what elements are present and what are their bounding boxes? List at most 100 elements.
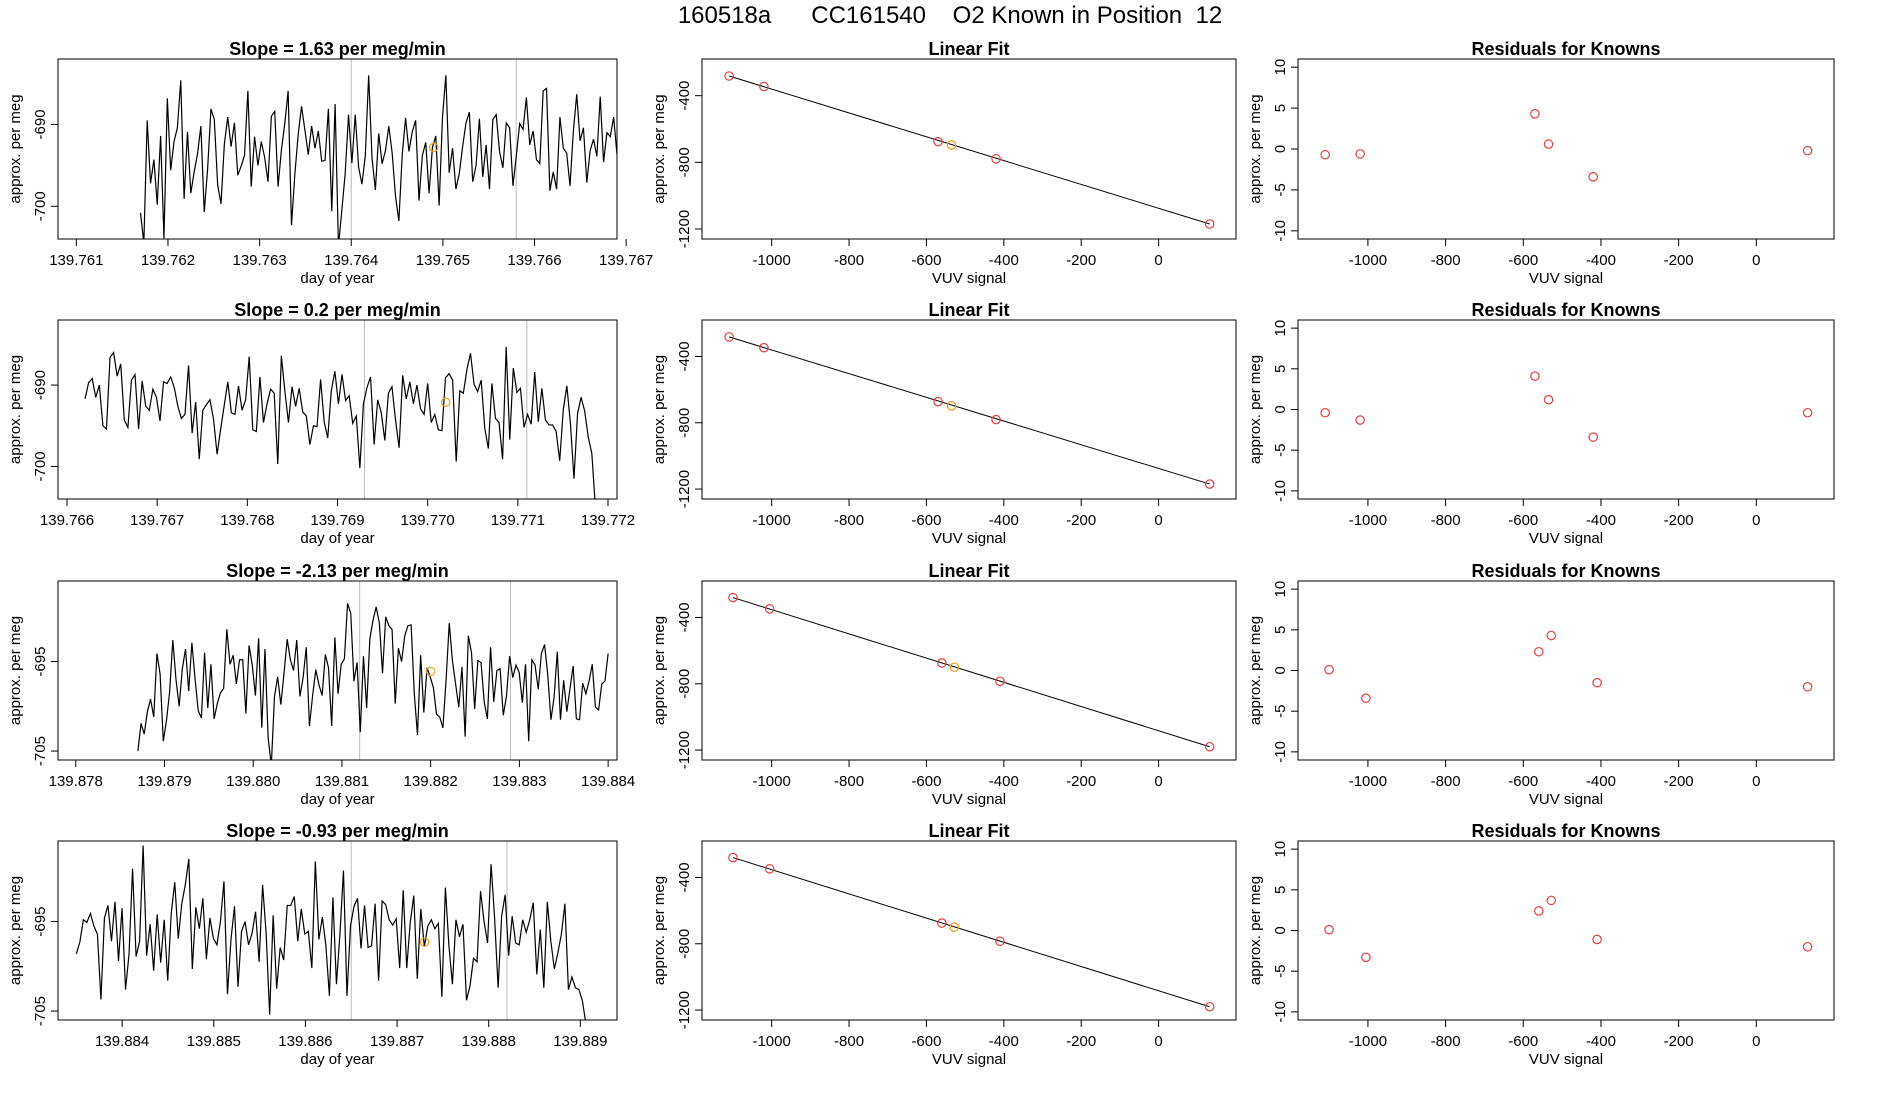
plot-frame: [57, 58, 618, 240]
plot-area: [1320, 109, 1813, 182]
plot-area: [724, 332, 1215, 489]
x-tick-label: 0: [1154, 252, 1162, 269]
fit-line: [732, 597, 1210, 748]
x-tick-label: -400: [989, 773, 1019, 790]
plot-frame: [701, 58, 1237, 240]
y-axis-label: approx. per meg: [7, 355, 24, 464]
series-line: [139, 75, 617, 239]
x-tick-label: 139.883: [492, 773, 546, 790]
residual-point: [1802, 681, 1813, 692]
x-tick-label: 139.886: [278, 1033, 332, 1050]
x-tick-label: -600: [1508, 252, 1538, 269]
x-tick-label: 139.887: [370, 1033, 424, 1050]
x-tick-label: 139.765: [416, 252, 470, 269]
x-tick-label: -800: [1431, 773, 1461, 790]
x-tick-label: 139.770: [401, 512, 455, 529]
x-tick-label: 0: [1752, 512, 1760, 529]
plot-area: [724, 71, 1215, 229]
series-line: [75, 845, 586, 1020]
panel-title: Linear Fit: [928, 561, 1009, 581]
y-tick-label: -400: [676, 602, 693, 632]
x-tick-label: 139.878: [49, 773, 103, 790]
unknown-point: [949, 662, 960, 673]
y-axis-label: approx. per meg: [651, 876, 668, 985]
residual-point: [1546, 895, 1557, 906]
panel-timeseries-row-1: Slope = 1.63 per meg/min 139.761 139.762 13…: [7, 39, 653, 287]
x-axis-label: VUV signal: [932, 1051, 1006, 1068]
y-tick-label: -1200: [676, 731, 693, 769]
fit-line: [728, 75, 1210, 225]
y-tick-label: -10: [1272, 220, 1289, 242]
x-tick-label: 139.884: [95, 1033, 149, 1050]
x-tick-label: -200: [1664, 512, 1694, 529]
x-tick-label: -200: [1066, 1033, 1096, 1050]
x-tick-label: -400: [1586, 773, 1616, 790]
residual-point: [1361, 693, 1371, 703]
x-tick-label: 139.879: [137, 773, 191, 790]
residual-point: [1320, 149, 1330, 160]
y-tick-label: -10: [1272, 1001, 1289, 1023]
panel-title: Linear Fit: [928, 300, 1009, 320]
y-tick-label: 5: [1272, 365, 1289, 373]
y-axis-label: approx. per meg: [651, 94, 668, 203]
known-point: [724, 71, 734, 81]
x-tick-label: 0: [1154, 1033, 1162, 1050]
panel-title: Residuals for Knowns: [1471, 561, 1660, 581]
panel-title: Slope = 0.2 per meg/min: [234, 300, 441, 320]
plot-frame: [57, 319, 618, 500]
y-tick-label: -400: [676, 341, 693, 371]
mean-marker-point: [428, 142, 439, 153]
series-line: [137, 603, 609, 760]
x-tick-label: -400: [989, 1033, 1019, 1050]
known-point: [937, 658, 947, 668]
y-tick-label: 5: [1272, 886, 1289, 894]
panel-timeseries-row-3: Slope = -2.13 per meg/min 139.878 139.879 1…: [7, 561, 635, 808]
plot-area: [75, 841, 586, 1020]
y-tick-label: 0: [1272, 926, 1289, 934]
residual-point: [1588, 432, 1598, 442]
x-tick-label: 139.769: [310, 512, 364, 529]
y-tick-label: -695: [32, 907, 49, 937]
y-tick-label: -10: [1272, 741, 1289, 763]
x-tick-label: -400: [1586, 1033, 1616, 1050]
known-point: [1204, 479, 1215, 489]
x-tick-label: -1000: [1349, 1033, 1387, 1050]
y-axis-label: approx. per meg: [1247, 616, 1264, 725]
fit-line: [732, 857, 1210, 1008]
x-tick-label: 0: [1752, 252, 1760, 269]
known-point: [933, 136, 943, 147]
x-tick-label: -400: [1586, 252, 1616, 269]
panel-title: Residuals for Knowns: [1471, 821, 1660, 841]
panel-residuals-row-4: Residuals for Knowns-1000 -800 -600 -400 -20…: [1247, 821, 1835, 1068]
x-tick-label: -800: [834, 1033, 864, 1050]
x-axis-label: day of year: [300, 270, 374, 287]
plot-frame: [57, 840, 618, 1021]
y-tick-label: -695: [32, 647, 49, 677]
residual-point: [1530, 371, 1540, 381]
x-tick-label: -200: [1066, 773, 1096, 790]
panel-linear_fit-row-2: Linear Fit -1000 -800 -600 -400 -200 0 -400 -800…: [651, 300, 1237, 547]
x-tick-label: 0: [1154, 773, 1162, 790]
x-axis-label: VUV signal: [1529, 1051, 1603, 1068]
known-point: [764, 864, 775, 874]
series-line: [84, 346, 596, 499]
x-tick-label: -600: [911, 773, 941, 790]
y-tick-label: -400: [676, 862, 693, 892]
known-point: [995, 676, 1005, 687]
known-point: [724, 332, 734, 342]
x-tick-label: 139.888: [462, 1033, 516, 1050]
x-tick-label: 0: [1752, 773, 1760, 790]
residual-point: [1802, 407, 1813, 418]
x-axis-label: VUV signal: [932, 791, 1006, 808]
panel-title: Residuals for Knowns: [1471, 300, 1660, 320]
y-tick-label: -800: [676, 147, 693, 177]
y-axis-label: approx. per meg: [7, 616, 24, 725]
mean-marker-point: [425, 666, 436, 677]
panel-residuals-row-1: Residuals for Knowns-1000 -800 -600 -400 -20…: [1247, 39, 1835, 287]
x-tick-label: 139.764: [324, 252, 378, 269]
y-axis-label: approx. per meg: [651, 355, 668, 464]
x-tick-label: 139.763: [232, 252, 286, 269]
residual-point: [1543, 139, 1554, 149]
known-point: [764, 604, 775, 614]
